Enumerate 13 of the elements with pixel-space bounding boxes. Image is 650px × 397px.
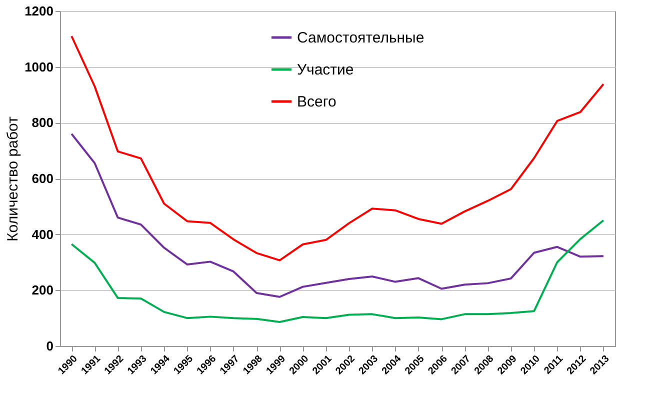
y-tick-label: 600 <box>32 171 54 186</box>
y-tick-label: 800 <box>32 115 54 130</box>
line-series <box>70 219 604 323</box>
legend-label: Всего <box>297 94 336 110</box>
y-tick-label: 1000 <box>24 59 54 74</box>
legend-label: Участие <box>297 62 354 78</box>
y-tick-label: 1200 <box>24 4 54 18</box>
y-axis-title: Количество работ <box>4 116 22 242</box>
line-series <box>70 132 604 298</box>
y-tick-label: 0 <box>46 338 54 354</box>
legend-label: Самостоятельные <box>297 30 424 46</box>
y-tick-label: 200 <box>32 282 54 298</box>
y-tick-label: 400 <box>32 226 54 242</box>
